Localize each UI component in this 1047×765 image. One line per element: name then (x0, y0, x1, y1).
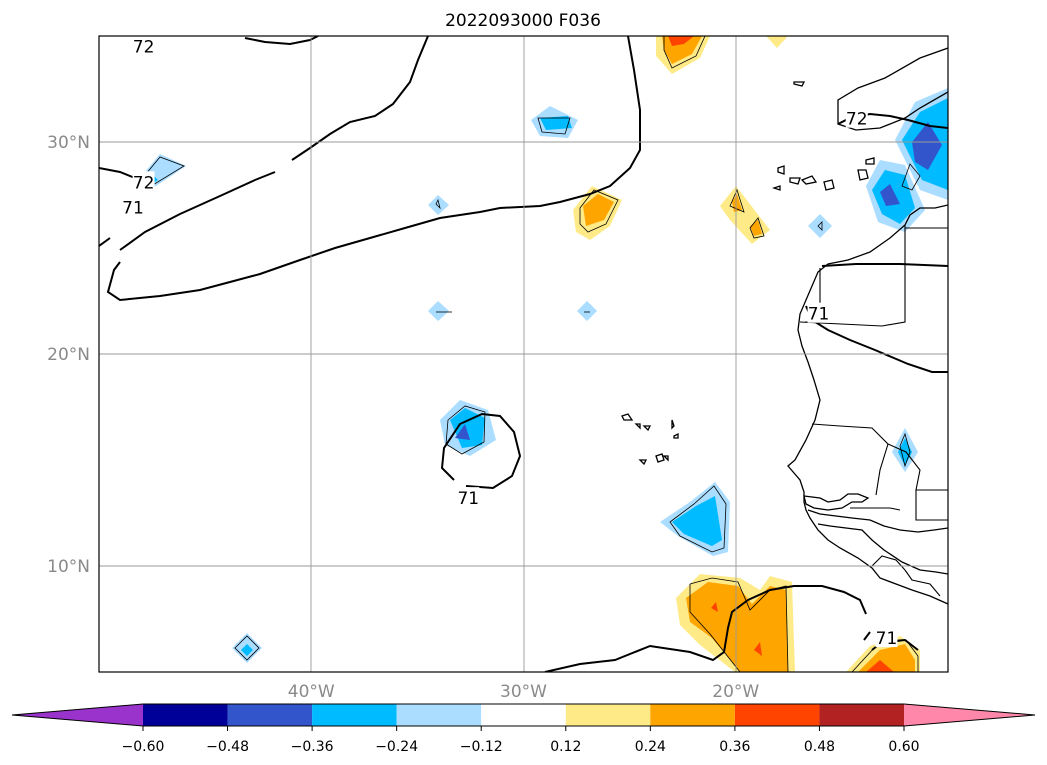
isolines (99, 36, 948, 672)
colorbar-tick-label: −0.24 (375, 739, 418, 755)
contour-label: 71 (808, 305, 830, 325)
contour-label-background (807, 302, 830, 323)
colorbar-tick-label: 0.48 (804, 739, 835, 755)
colorbar-tick-label: 0.12 (550, 739, 581, 755)
negative-anomaly-patch (866, 160, 925, 232)
negative-anomaly-patch (808, 214, 832, 238)
country-borders (799, 225, 948, 597)
contour-label-background (457, 487, 480, 508)
colorbar-tick-label: 0.60 (888, 739, 919, 755)
colorbar-tick-label: 0.24 (635, 739, 666, 755)
longitude-label: 30°W (500, 682, 547, 702)
colorbar-bin (734, 704, 820, 726)
contour-label-background (845, 107, 868, 128)
longitude-label: 40°W (288, 682, 335, 702)
colorbar-bin (565, 704, 651, 726)
contour-label-background (121, 196, 144, 217)
contour-label-background (132, 171, 155, 192)
colorbar-bin (312, 704, 397, 726)
contour-label: 72 (133, 38, 155, 58)
negative-anomaly-patch (428, 301, 449, 321)
colorbar-bin (481, 704, 566, 726)
colorbar-tick-label: −0.60 (122, 739, 165, 755)
colorbar-bin (819, 704, 904, 726)
longitude-label: 20°W (712, 682, 759, 702)
contour-label: 72 (846, 110, 868, 130)
contour-label-layer: 72 72 71 71 72 71 71 (121, 36, 898, 649)
map-grid (99, 36, 948, 672)
negative-anomaly-patch (232, 633, 262, 663)
colorbar-bin (227, 704, 313, 726)
coastline (621, 47, 948, 605)
colorbar: −0.60 −0.48 −0.36 −0.24 −0.12 0.12 0.24 0.36 0.4… (11, 703, 1036, 755)
positive-anomaly-patch (656, 36, 710, 74)
map-panel: 72 72 71 71 72 71 71 (99, 36, 948, 672)
contour-label-background (132, 36, 155, 56)
positive-anomaly-patch (676, 574, 795, 672)
figure-title: 2022093000 F036 (445, 11, 601, 31)
contour-label: 72 (133, 173, 155, 193)
latitude-label: 10°N (47, 557, 90, 577)
colorbar-extend-high (904, 704, 1035, 726)
negative-anomaly-patch (577, 301, 597, 321)
contour-label: 71 (122, 199, 144, 219)
colorbar-tick-label: −0.36 (291, 739, 334, 755)
positive-anomaly-patch (573, 186, 622, 240)
colorbar-tick-label: −0.48 (206, 739, 249, 755)
colorbar-tick-label: 0.36 (719, 739, 750, 755)
colorbar-tick-label: −0.12 (460, 739, 503, 755)
positive-anomaly-patch (766, 36, 788, 48)
latitude-labels: 10°N 20°N 30°N (47, 133, 90, 577)
colorbar-bin (650, 704, 735, 726)
colorbar-bin (143, 704, 228, 726)
positive-anomaly-patch (846, 636, 920, 672)
latitude-label: 20°N (47, 345, 90, 365)
longitude-labels: 40°W 30°W 20°W (288, 682, 760, 702)
contour-label: 71 (457, 489, 479, 509)
contour-label-background (875, 627, 898, 648)
colorbar-bin (396, 704, 482, 726)
map-frame (98, 35, 949, 673)
negative-anomaly-patch (660, 482, 730, 556)
colorbar-extend-low (12, 704, 143, 726)
negative-anomaly-patch (428, 195, 449, 215)
latitude-label: 30°N (47, 133, 90, 153)
contour-label: 71 (876, 629, 898, 649)
